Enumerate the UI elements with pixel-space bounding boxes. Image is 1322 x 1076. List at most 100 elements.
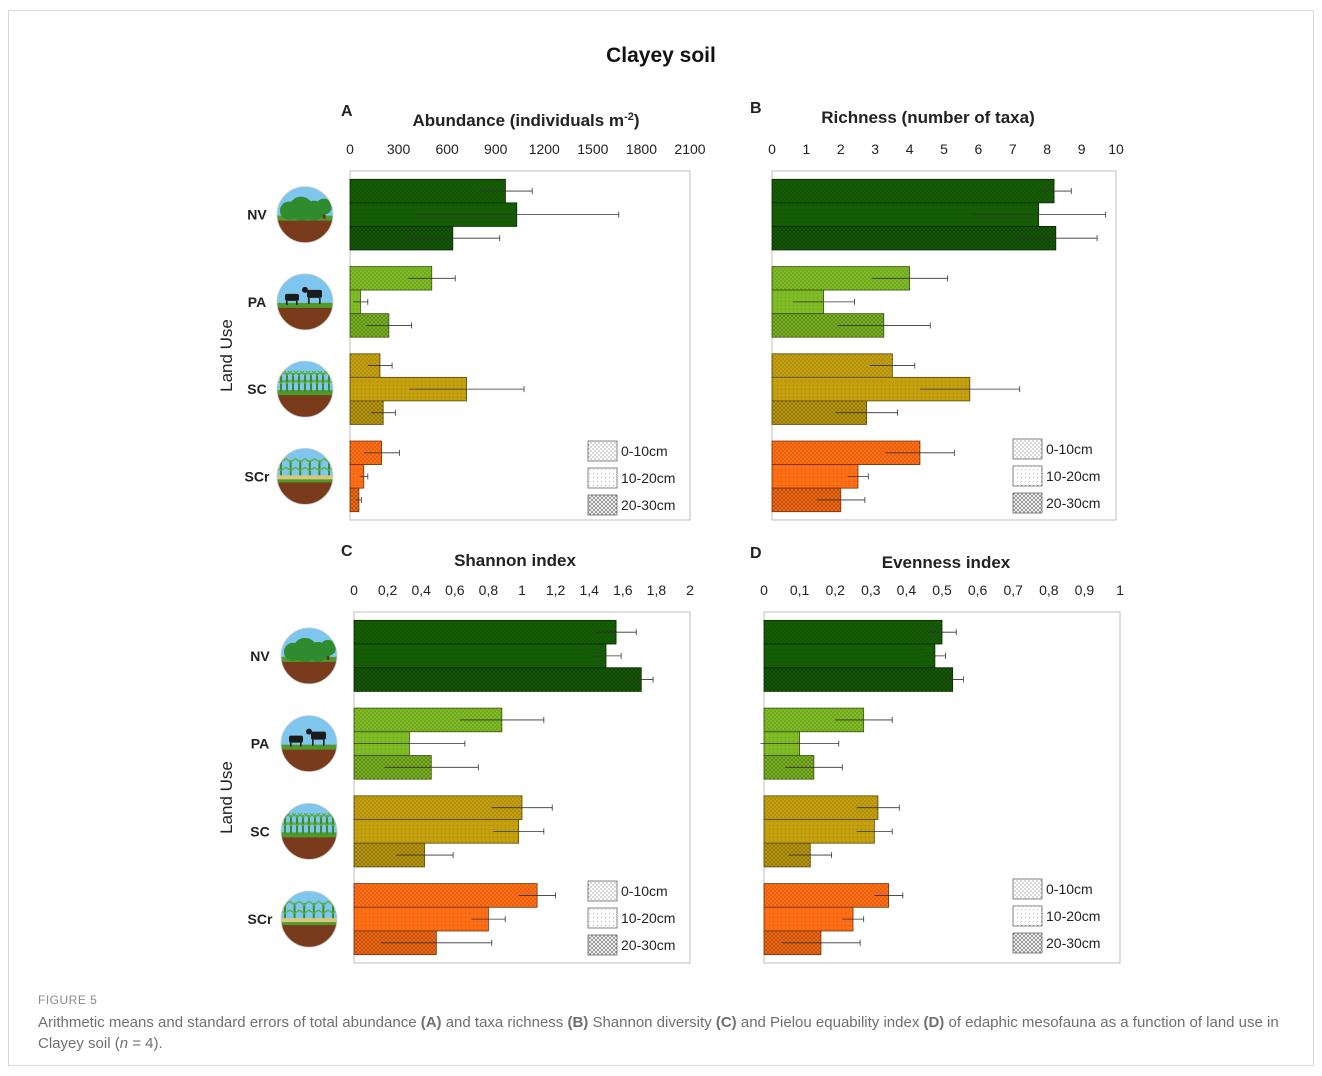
cane-leaf-shape (308, 900, 320, 914)
x-tick-label: 0,9 (1075, 582, 1095, 598)
x-tick-label: 0,2 (825, 582, 845, 598)
x-tick-label: 0,7 (1003, 582, 1023, 598)
grass-shape (277, 302, 333, 308)
cane-leaf-shape (298, 900, 310, 914)
legend-swatch (587, 440, 618, 462)
category-label-nv: NV (250, 648, 270, 664)
bar-nv-2 (763, 643, 936, 669)
x-tick-label: 0,8 (1039, 582, 1059, 598)
grass-shape (281, 920, 337, 926)
x-tick-label: 4 (906, 141, 914, 157)
figure-caption-label: FIGURE 5 (38, 993, 98, 1007)
x-tick-label: 5 (940, 141, 948, 157)
legend-label: 10-20cm (1046, 908, 1100, 924)
y-axis-label: Land Use (217, 761, 236, 834)
legend-swatch (587, 494, 618, 516)
legend-swatch (587, 907, 618, 929)
category-label-scr: SCr (248, 911, 273, 927)
x-tick-label: 6 (975, 141, 983, 157)
caption-part: Shannon diversity (588, 1014, 716, 1031)
grass-shape (281, 744, 337, 750)
bar-scr-2 (353, 906, 489, 932)
legend-swatch (1012, 878, 1043, 900)
x-tick-label: 0,4 (411, 582, 431, 598)
bar-nv-1 (353, 619, 617, 645)
category-label-pa: PA (251, 736, 269, 752)
x-tick-label: 900 (484, 141, 508, 157)
land-use-icon-pa (280, 715, 338, 773)
x-tick-label: 0,5 (932, 582, 952, 598)
x-tick-label: 0,8 (479, 582, 499, 598)
x-tick-label: 7 (1009, 141, 1017, 157)
panel-letter-d: D (750, 545, 762, 562)
legend-label: 0-10cm (1046, 441, 1093, 457)
x-tick-label: 1,8 (647, 582, 667, 598)
x-tick-label: 1,2 (546, 582, 566, 598)
cane-leaf-shape (313, 457, 325, 471)
cane-leaf-shape (294, 457, 306, 471)
tree-crown-shape (316, 198, 332, 215)
straw-shape (281, 918, 337, 923)
land-use-icon-sc (276, 360, 334, 418)
tree-crown-shape (320, 639, 336, 656)
bar-scr-2 (771, 464, 859, 489)
panel-letter-b: B (750, 100, 762, 117)
cane-leaf-shape (285, 457, 297, 471)
panel-a: A Abundance (individuals m-2) 0 300 600 900 12… (217, 103, 706, 521)
legend-label: 0-10cm (1046, 881, 1093, 897)
x-tick-label: 0,3 (861, 582, 881, 598)
legend-swatch (1012, 932, 1043, 954)
x-tick-label: 0 (760, 582, 768, 598)
x-tick-label: 1200 (529, 141, 560, 157)
bar-scr-1 (763, 883, 889, 908)
figure-caption: Arithmetic means and standard errors of … (38, 1012, 1288, 1054)
land-use-icon-nv (276, 186, 334, 244)
category-label-sc: SC (250, 823, 269, 839)
x-tick-label: 0,6 (445, 582, 465, 598)
x-tick-label: 2 (686, 582, 694, 598)
x-tick-label: 0,4 (897, 582, 917, 598)
legend-label: 10-20cm (621, 910, 675, 926)
caption-ref-d: (D) (923, 1014, 945, 1031)
bar-scr-1 (353, 883, 538, 908)
x-tick-label: 0,1 (790, 582, 810, 598)
x-tick-label: 2100 (674, 141, 705, 157)
category-label-pa: PA (248, 294, 266, 310)
bar-nv-3 (771, 226, 1057, 251)
legend-label: 20-30cm (1046, 935, 1100, 951)
caption-part: and Pielou equability index (736, 1014, 924, 1031)
x-tick-label: 1,6 (613, 582, 633, 598)
tree-trunk-shape (326, 653, 330, 660)
x-tick-label: 1 (518, 582, 526, 598)
panel-title: Abundance (individuals m-2) (412, 111, 639, 130)
legend-label: 10-20cm (1046, 468, 1100, 484)
x-tick-label: 0,6 (968, 582, 988, 598)
bar-nv-1 (771, 178, 1055, 204)
legend-label: 20-30cm (1046, 495, 1100, 511)
x-tick-label: 1 (803, 141, 811, 157)
x-tick-label: 1 (1116, 582, 1124, 598)
caption-part: and taxa richness (441, 1014, 568, 1031)
legend-swatch (1012, 905, 1043, 927)
x-tick-label: 2 (837, 141, 845, 157)
panel-title: Evenness index (882, 553, 1011, 572)
land-use-icon-scr (280, 890, 338, 948)
x-tick-label: 0,2 (378, 582, 398, 598)
legend-swatch (1012, 465, 1043, 487)
x-tick-label: 1,4 (579, 582, 599, 598)
bar-scr-2 (763, 906, 854, 932)
bar-nv-2 (353, 643, 607, 669)
caption-part: of edaphic mesofauna as a function of la… (38, 1014, 1279, 1052)
grass-shape (277, 477, 333, 483)
cane-leaf-shape (317, 900, 329, 914)
cane-leaf-shape (304, 457, 316, 471)
x-tick-label: 1500 (577, 141, 608, 157)
legend-label: 20-30cm (621, 497, 675, 513)
legend-swatch (587, 467, 618, 489)
legend-label: 0-10cm (621, 443, 668, 459)
x-tick-label: 600 (435, 141, 459, 157)
legend-label: 20-30cm (621, 937, 675, 953)
category-label-scr: SCr (245, 468, 270, 484)
legend-label: 10-20cm (621, 470, 675, 486)
x-tick-label: 0 (768, 141, 776, 157)
